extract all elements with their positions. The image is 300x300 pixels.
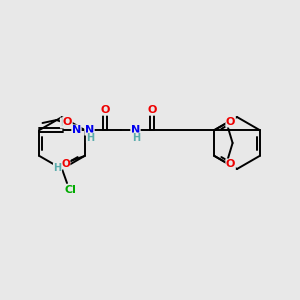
- Text: Cl: Cl: [64, 185, 76, 195]
- Text: H: H: [60, 118, 68, 128]
- Text: O: O: [61, 159, 70, 169]
- Text: N: N: [85, 125, 94, 135]
- Text: H: H: [53, 163, 62, 173]
- Text: N: N: [131, 125, 140, 135]
- Text: O: O: [101, 105, 110, 115]
- Text: N: N: [72, 125, 81, 135]
- Text: O: O: [148, 105, 157, 115]
- Text: H: H: [86, 133, 94, 143]
- Text: O: O: [226, 117, 235, 127]
- Text: H: H: [132, 133, 140, 143]
- Text: O: O: [63, 117, 72, 127]
- Text: O: O: [226, 159, 235, 169]
